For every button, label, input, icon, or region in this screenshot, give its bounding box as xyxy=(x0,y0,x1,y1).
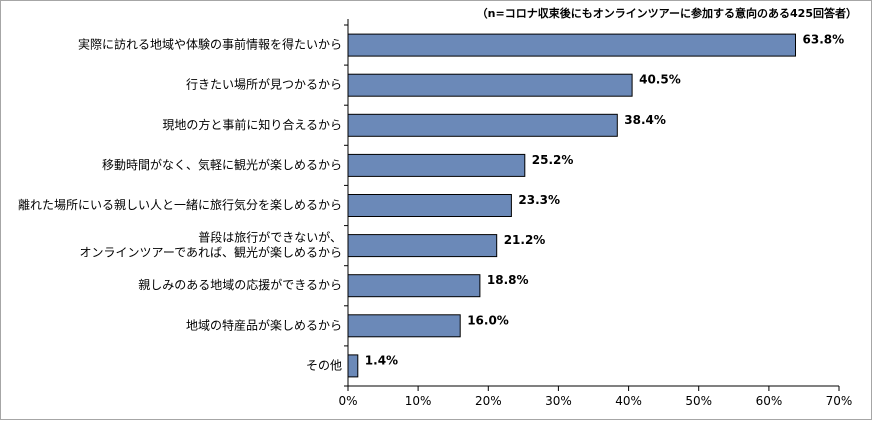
category-label-5: 離れた場所にいる親しい人と一緒に旅行気分を楽しめるから xyxy=(18,197,342,212)
sample-note: （n=コロナ収束後にもオンラインツアーに参加する意向のある425回答者） xyxy=(476,7,857,20)
bar-3 xyxy=(347,113,618,137)
x-tick-label-10: 10% xyxy=(405,394,432,408)
category-label-6-line-2: オンラインツアーであれば、観光が楽しめるから xyxy=(80,245,342,260)
bar-8 xyxy=(347,314,461,338)
bar-9 xyxy=(347,354,359,378)
bar-1 xyxy=(347,33,796,57)
value-label-2: 40.5% xyxy=(639,73,681,87)
bar-4 xyxy=(347,153,526,177)
category-label-8: 地域の特産品が楽しめるから xyxy=(186,317,342,332)
bar-6 xyxy=(347,234,498,258)
bar-2 xyxy=(347,73,633,97)
x-tick-label-70: 70% xyxy=(826,394,853,408)
value-label-6: 21.2% xyxy=(504,233,546,247)
category-label-4: 移動時間がなく、気軽に観光が楽しめるから xyxy=(102,157,342,172)
bar-5 xyxy=(347,194,512,217)
value-label-9: 1.4% xyxy=(365,353,398,367)
x-tick-label-50: 50% xyxy=(685,394,712,408)
x-tick-label-40: 40% xyxy=(615,394,642,408)
x-tick-label-0: 0% xyxy=(338,394,357,408)
x-tick-label-60: 60% xyxy=(756,394,783,408)
category-label-1: 実際に訪れる地域や体験の事前情報を得たいから xyxy=(78,37,342,52)
value-label-5: 23.3% xyxy=(518,193,560,207)
category-label-9: その他 xyxy=(306,358,342,372)
value-label-8: 16.0% xyxy=(467,313,509,327)
category-label-3: 現地の方と事前に知り合えるから xyxy=(162,117,342,132)
value-label-4: 25.2% xyxy=(532,153,574,167)
value-label-7: 18.8% xyxy=(487,273,529,287)
value-label-3: 38.4% xyxy=(624,113,666,127)
value-label-1: 63.8% xyxy=(803,33,845,47)
bar-7 xyxy=(347,274,481,298)
x-tick-label-30: 30% xyxy=(545,394,572,408)
category-label-2: 行きたい場所が見つかるから xyxy=(186,77,342,92)
category-label-7: 親しみのある地域の応援ができるから xyxy=(138,277,342,292)
x-tick-label-20: 20% xyxy=(475,394,502,408)
category-label-6-line-1: 普段は旅行ができないが、 xyxy=(198,230,342,245)
